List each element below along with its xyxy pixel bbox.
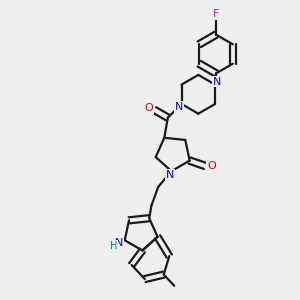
Text: F: F [213,9,219,19]
Text: N: N [213,76,222,87]
Text: O: O [145,103,154,113]
Text: O: O [207,161,216,171]
Text: N: N [115,238,124,248]
Text: H: H [110,241,117,251]
Text: N: N [175,102,183,112]
Text: N: N [166,170,174,180]
